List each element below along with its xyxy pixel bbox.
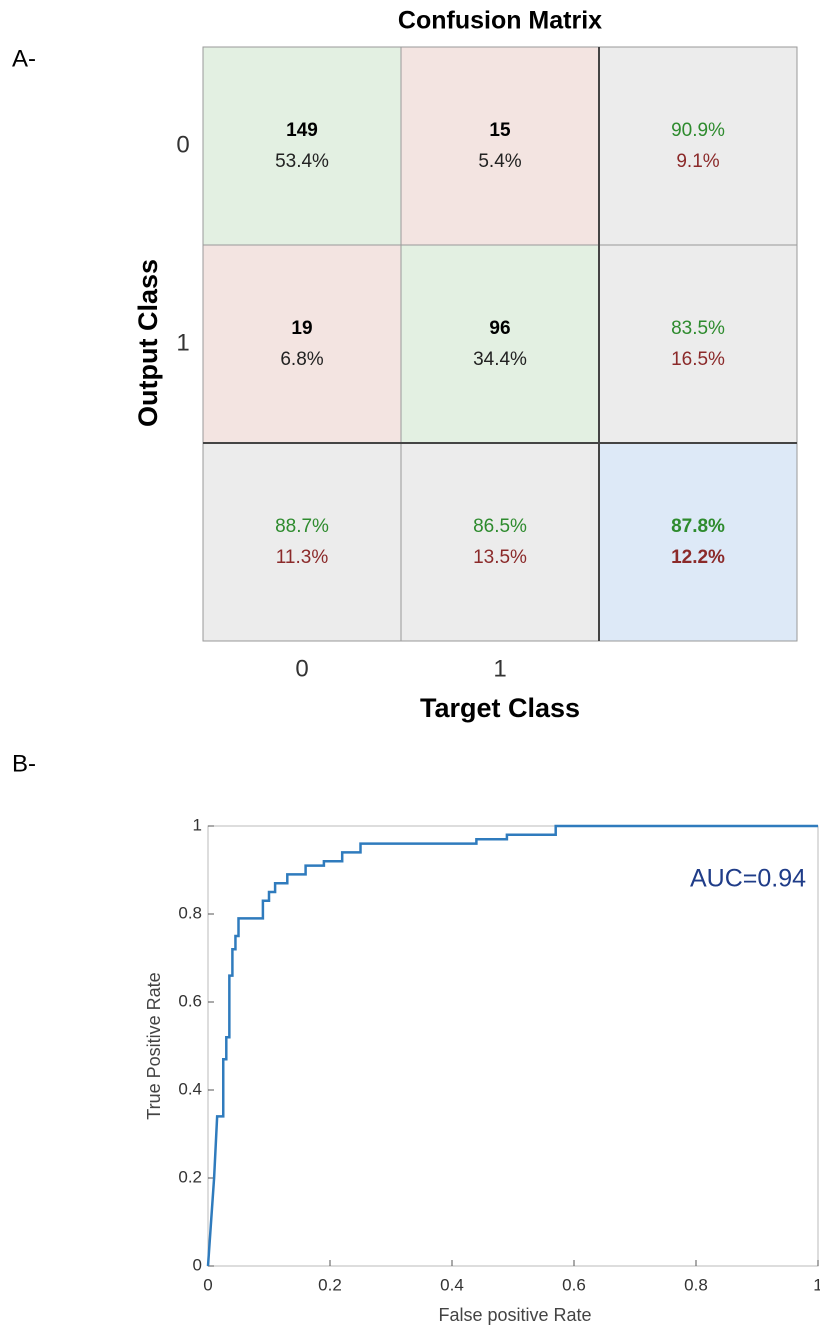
- cell-text: 15: [489, 120, 511, 141]
- x-tick-label: 0.8: [684, 1275, 708, 1294]
- x-tick-label: 0: [203, 1275, 212, 1294]
- matrix-cell: [400, 442, 600, 642]
- cell-text: 16.5%: [671, 349, 725, 370]
- panel-label: A-: [12, 45, 36, 72]
- y-tick-label: 1: [176, 329, 189, 356]
- y-tick-label: 0: [176, 131, 189, 158]
- matrix-cell: [202, 442, 402, 642]
- cell-text: 90.9%: [671, 120, 725, 141]
- cell-text: 87.8%: [671, 516, 725, 537]
- panel-label: B-: [12, 750, 36, 777]
- cell-text: 6.8%: [280, 349, 323, 370]
- matrix-cell: [400, 244, 600, 444]
- y-axis-label: True Positive Rate: [144, 972, 164, 1119]
- x-tick-label: 0.6: [562, 1275, 586, 1294]
- cell-text: 53.4%: [275, 151, 329, 172]
- x-tick-label: 0.4: [440, 1275, 464, 1294]
- x-axis-label: Target Class: [420, 693, 580, 723]
- matrix-cell: [202, 46, 402, 246]
- cell-text: 12.2%: [671, 547, 725, 568]
- cell-text: 34.4%: [473, 349, 527, 370]
- cell-text: 19: [291, 318, 312, 339]
- cell-text: 13.5%: [473, 547, 527, 568]
- x-axis-label: False positive Rate: [438, 1305, 591, 1325]
- y-tick-label: 0.4: [178, 1079, 202, 1098]
- cell-text: 86.5%: [473, 516, 527, 537]
- matrix-cell: [598, 244, 798, 444]
- x-tick-label: 0: [295, 655, 308, 682]
- matrix-cell: [202, 244, 402, 444]
- y-tick-label: 0.2: [178, 1167, 202, 1186]
- matrix-cell: [400, 46, 600, 246]
- cell-text: 96: [489, 318, 510, 339]
- x-tick-label: 0.2: [318, 1275, 342, 1294]
- cell-text: 83.5%: [671, 318, 725, 339]
- plot-frame: [207, 825, 819, 1267]
- x-tick-label: 1: [813, 1275, 820, 1294]
- matrix-cell: [598, 442, 798, 642]
- chart-title: Confusion Matrix: [398, 7, 602, 35]
- y-tick-label: 0.8: [178, 903, 202, 922]
- cell-text: 9.1%: [676, 151, 719, 172]
- y-tick-label: 0.6: [178, 991, 202, 1010]
- matrix-cell: [598, 46, 798, 246]
- cell-text: 11.3%: [276, 547, 329, 568]
- annotation: AUC=0.94: [690, 865, 806, 893]
- y-tick-label: 1: [193, 815, 202, 834]
- x-tick-label: 1: [493, 655, 506, 682]
- cell-text: 88.7%: [275, 516, 329, 537]
- cell-text: 149: [286, 120, 318, 141]
- y-tick-label: 0: [193, 1255, 202, 1274]
- roc-curve: [206, 824, 818, 1267]
- y-axis-label: Output Class: [133, 259, 163, 427]
- cell-text: 5.4%: [478, 151, 521, 172]
